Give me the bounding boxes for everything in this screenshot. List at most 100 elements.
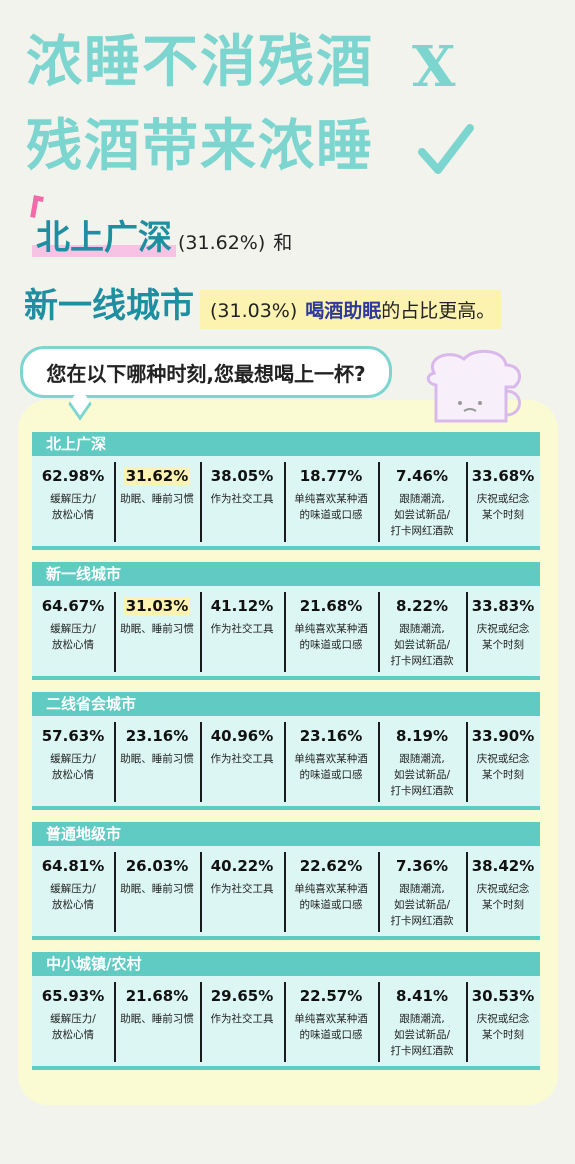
stat-value: 64.67% [41, 597, 105, 615]
panel-title: 普通地级市 [32, 822, 540, 846]
stat-label: 庆祝或纪念 某个时刻 [476, 1013, 530, 1041]
stat-value: 22.62% [299, 857, 363, 875]
panel-title: 二线省会城市 [32, 692, 540, 716]
stat-value: 64.81% [41, 857, 105, 875]
stat-cell: 21.68% 助眠、睡前习惯 [114, 976, 200, 1066]
stat-label: 缓解压力/ 放松心情 [50, 623, 96, 651]
subtitle-line-2: 新一线城市 (31.03%) 喝酒助眠 的占比更高。 [24, 278, 502, 329]
stat-value: 8.22% [395, 597, 449, 615]
stat-label: 缓解压力/ 放松心情 [50, 883, 96, 911]
stat-label: 作为社交工具 [210, 623, 274, 635]
stat-label: 助眠、睡前习惯 [120, 753, 194, 765]
stat-cell: 33.68% 庆祝或纪念 某个时刻 [466, 456, 540, 546]
conjunction: 和 [273, 232, 293, 254]
subtitle-tail: 的占比更高。 [381, 300, 496, 322]
city-panel: 二线省会城市 57.63% 缓解压力/ 放松心情 23.16% 助眠、睡前习惯 40.96… [32, 692, 542, 810]
panel-title: 新一线城市 [32, 562, 540, 586]
stat-value: 40.22% [210, 857, 274, 875]
stat-cell: 41.12% 作为社交工具 [200, 586, 284, 676]
panel-body: 64.81% 缓解压力/ 放松心情 26.03% 助眠、睡前习惯 40.22% 作为社交工… [32, 846, 540, 940]
stat-cell: 23.16% 助眠、睡前习惯 [114, 716, 200, 806]
stat-label: 单纯喜欢某种酒 的味道或口感 [294, 623, 368, 651]
stat-label: 跟随潮流, 如尝试新品/ 打卡网红酒款 [390, 883, 454, 927]
check-mark-icon [418, 124, 474, 174]
stat-value: 21.68% [299, 597, 363, 615]
city-tier-1: 北上广深 [32, 210, 176, 259]
stat-cell: 31.03% 助眠、睡前习惯 [114, 586, 200, 676]
stat-cell: 31.62% 助眠、睡前习惯 [114, 456, 200, 546]
stat-value: 23.16% [125, 727, 189, 745]
stat-cell: 30.53% 庆祝或纪念 某个时刻 [466, 976, 540, 1066]
stat-cell: 40.22% 作为社交工具 [200, 846, 284, 936]
stat-value: 38.42% [471, 857, 535, 875]
panel-body: 57.63% 缓解压力/ 放松心情 23.16% 助眠、睡前习惯 40.96% 作为社交工… [32, 716, 540, 810]
question-bubble: 您在以下哪种时刻,您最想喝上一杯? [20, 346, 392, 398]
stat-cell: 8.22% 跟随潮流, 如尝试新品/ 打卡网红酒款 [378, 586, 466, 676]
stat-value: 33.90% [471, 727, 535, 745]
stat-label: 跟随潮流, 如尝试新品/ 打卡网红酒款 [390, 623, 454, 667]
stat-cell: 38.42% 庆祝或纪念 某个时刻 [466, 846, 540, 936]
stat-label: 助眠、睡前习惯 [120, 493, 194, 505]
panel-body: 65.93% 缓解压力/ 放松心情 21.68% 助眠、睡前习惯 29.65% 作为社交工… [32, 976, 540, 1070]
stat-label: 缓解压力/ 放松心情 [50, 753, 96, 781]
headline-line-1: 浓睡不消残酒 [26, 29, 374, 95]
stat-cell: 22.57% 单纯喜欢某种酒 的味道或口感 [284, 976, 378, 1066]
stat-value: 22.57% [299, 987, 363, 1005]
headline-line-2: 残酒带来浓睡 [26, 113, 374, 179]
stat-value: 7.46% [395, 467, 449, 485]
stat-cell: 65.93% 缓解压力/ 放松心情 [32, 976, 114, 1066]
stat-label: 作为社交工具 [210, 493, 274, 505]
stat-value: 57.63% [41, 727, 105, 745]
stat-cell: 7.36% 跟随潮流, 如尝试新品/ 打卡网红酒款 [378, 846, 466, 936]
stat-label: 助眠、睡前习惯 [120, 623, 194, 635]
tier-1-percent: (31.62%) [178, 232, 266, 254]
stat-label: 缓解压力/ 放松心情 [50, 1013, 96, 1041]
stat-value: 21.68% [125, 987, 189, 1005]
stat-value: 38.05% [210, 467, 274, 485]
stat-cell: 64.67% 缓解压力/ 放松心情 [32, 586, 114, 676]
panel-title: 中小城镇/农村 [32, 952, 540, 976]
stat-label: 助眠、睡前习惯 [120, 883, 194, 895]
stat-cell: 18.77% 单纯喜欢某种酒 的味道或口感 [284, 456, 378, 546]
stat-cell: 38.05% 作为社交工具 [200, 456, 284, 546]
panel-body: 64.67% 缓解压力/ 放松心情 31.03% 助眠、睡前习惯 41.12% 作为社交工… [32, 586, 540, 680]
highlight-phrase: 喝酒助眠 [305, 300, 382, 322]
stat-label: 作为社交工具 [210, 753, 274, 765]
stat-value: 41.12% [210, 597, 274, 615]
stat-cell: 26.03% 助眠、睡前习惯 [114, 846, 200, 936]
beer-mug-doodle-icon [426, 349, 522, 423]
stat-value: 30.53% [471, 987, 535, 1005]
stat-label: 单纯喜欢某种酒 的味道或口感 [294, 883, 368, 911]
stat-value: 33.68% [471, 467, 535, 485]
panel-title: 北上广深 [32, 432, 540, 456]
highlight-box: (31.03%) 喝酒助眠 的占比更高。 [200, 290, 502, 329]
stat-label: 单纯喜欢某种酒 的味道或口感 [294, 753, 368, 781]
stat-value: 40.96% [210, 727, 274, 745]
stat-value: 31.03% [123, 597, 191, 615]
stat-cell: 62.98% 缓解压力/ 放松心情 [32, 456, 114, 546]
stat-label: 庆祝或纪念 某个时刻 [476, 753, 530, 781]
city-new-tier-1: 新一线城市 [24, 286, 194, 326]
stat-value: 23.16% [299, 727, 363, 745]
stat-cell: 23.16% 单纯喜欢某种酒 的味道或口感 [284, 716, 378, 806]
stat-cell: 64.81% 缓解压力/ 放松心情 [32, 846, 114, 936]
stat-label: 缓解压力/ 放松心情 [50, 493, 96, 521]
stat-label: 作为社交工具 [210, 883, 274, 895]
stat-cell: 21.68% 单纯喜欢某种酒 的味道或口感 [284, 586, 378, 676]
stat-label: 跟随潮流, 如尝试新品/ 打卡网红酒款 [390, 493, 454, 537]
new-tier-1-percent: (31.03%) [210, 300, 298, 322]
stat-value: 31.62% [123, 467, 191, 485]
stat-label: 庆祝或纪念 某个时刻 [476, 623, 530, 651]
stat-label: 作为社交工具 [210, 1013, 274, 1025]
stat-value: 8.41% [395, 987, 449, 1005]
stat-value: 26.03% [125, 857, 189, 875]
stat-value: 8.19% [395, 727, 449, 745]
stat-cell: 8.41% 跟随潮流, 如尝试新品/ 打卡网红酒款 [378, 976, 466, 1066]
city-panel: 新一线城市 64.67% 缓解压力/ 放松心情 31.03% 助眠、睡前习惯 41.12%… [32, 562, 542, 680]
stat-cell: 33.90% 庆祝或纪念 某个时刻 [466, 716, 540, 806]
panel-body: 62.98% 缓解压力/ 放松心情 31.62% 助眠、睡前习惯 38.05% 作为社交工… [32, 456, 540, 550]
stat-cell: 29.65% 作为社交工具 [200, 976, 284, 1066]
stat-value: 18.77% [299, 467, 363, 485]
cross-mark: X [412, 34, 456, 100]
subtitle-line-1: 北上广深 (31.62%) 和 [32, 210, 293, 259]
